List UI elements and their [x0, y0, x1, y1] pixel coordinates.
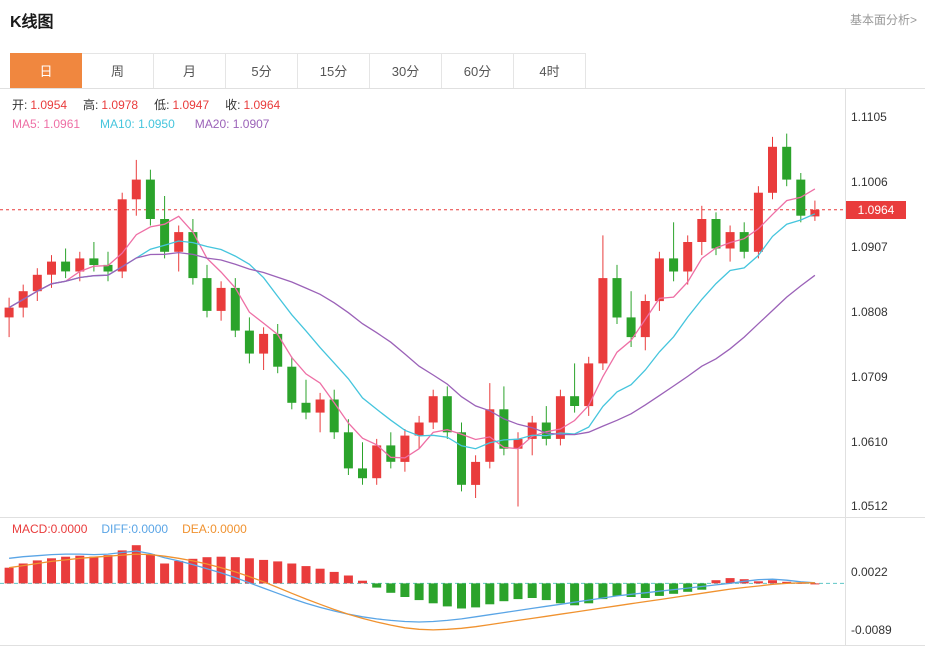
candlestick-chart[interactable] — [0, 89, 845, 517]
dea-value: DEA:0.0000 — [182, 522, 247, 536]
tab-5min[interactable]: 5分 — [226, 53, 298, 89]
price-axis-label: 1.0907 — [851, 240, 888, 254]
page-title: K线图 — [10, 14, 54, 31]
ma20-value: MA20: 1.0907 — [194, 117, 270, 131]
ma10-value: MA10: 1.0950 — [100, 117, 175, 131]
tab-month[interactable]: 月 — [154, 53, 226, 89]
ma5-value: MA5: 1.0961 — [12, 117, 81, 131]
bottom-divider — [0, 645, 925, 646]
close-item: 收: 1.0964 — [225, 98, 281, 112]
tab-4hour[interactable]: 4时 — [514, 53, 586, 89]
price-axis-label: 1.0610 — [851, 435, 888, 449]
ohlc-legend: 开: 1.0954 高: 1.0978 低: 1.0947 收: 1.0964 — [12, 96, 280, 113]
macd-axis-label: -0.0089 — [851, 623, 892, 637]
tab-60min[interactable]: 60分 — [442, 53, 514, 89]
open-item: 开: 1.0954 — [12, 98, 68, 112]
diff-value: DIFF:0.0000 — [101, 522, 169, 536]
tab-30min[interactable]: 30分 — [370, 53, 442, 89]
price-axis-label: 1.1105 — [851, 110, 887, 124]
price-axis-label: 1.0808 — [851, 305, 888, 319]
fundamental-analysis-link[interactable]: 基本面分析> — [849, 13, 917, 27]
macd-axis-label: 0.0022 — [851, 565, 888, 579]
tabbar-divider — [0, 88, 925, 89]
current-price-tag: 1.0964 — [846, 201, 906, 219]
high-item: 高: 1.0978 — [83, 98, 139, 112]
tab-week[interactable]: 周 — [82, 53, 154, 89]
period-tabs: 日 周 月 5分 15分 30分 60分 4时 — [10, 53, 586, 89]
low-item: 低: 1.0947 — [154, 98, 210, 112]
macd-chart[interactable] — [0, 540, 845, 645]
price-axis-label: 1.1006 — [851, 175, 888, 189]
price-axis-label: 1.0709 — [851, 370, 888, 384]
macd-value: MACD:0.0000 — [12, 522, 88, 536]
axis-divider — [845, 88, 846, 645]
tab-15min[interactable]: 15分 — [298, 53, 370, 89]
panel-divider — [0, 517, 925, 518]
macd-legend: MACD:0.0000 DIFF:0.0000 DEA:0.0000 — [12, 522, 247, 536]
price-axis-label: 1.0512 — [851, 499, 888, 513]
tab-day[interactable]: 日 — [10, 53, 82, 89]
ma-legend: MA5: 1.0961 MA10: 1.0950 MA20: 1.0907 — [12, 117, 269, 131]
